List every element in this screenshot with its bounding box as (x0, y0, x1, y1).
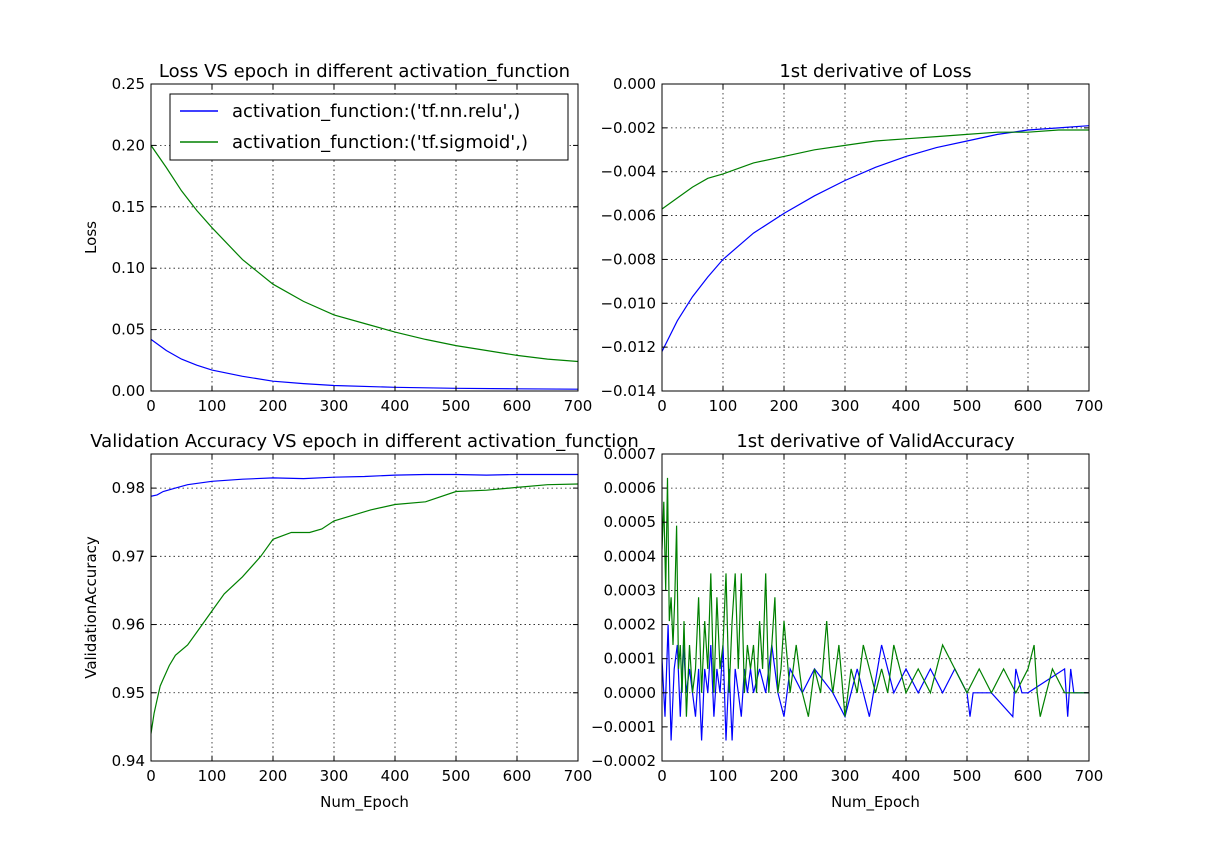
legend-label: activation_function:('tf.sigmoid',) (232, 132, 528, 153)
y-tick-label: 0.0000 (604, 684, 657, 702)
y-tick-label: 0.000 (613, 75, 656, 93)
x-tick-label: 100 (198, 767, 227, 785)
legend-box (169, 93, 569, 161)
x-tick-label: 500 (442, 397, 471, 415)
y-tick-label: 0.0003 (604, 581, 657, 599)
x-tick-label: 400 (892, 767, 921, 785)
x-tick-label: 0 (146, 767, 156, 785)
y-tick-label: 0.96 (112, 616, 145, 634)
axes-frame (661, 453, 1090, 762)
x-tick-label: 700 (1075, 397, 1104, 415)
x-tick-label: 200 (259, 397, 288, 415)
x-tick-label: 400 (381, 397, 410, 415)
panel-title: Validation Accuracy VS epoch in differen… (90, 431, 638, 452)
x-tick-label: 200 (770, 767, 799, 785)
panel-loss: 0 100 200 300 400 500 600 700 0.00 0.05 0.10 0.15 0.… (82, 61, 592, 415)
axes-frame (150, 83, 579, 392)
x-tick-label: 300 (320, 767, 349, 785)
y-tick-label: −0.014 (600, 382, 656, 400)
legend: activation_function:('tf.nn.relu',)activ… (169, 93, 569, 161)
y-tick-label: −0.006 (600, 207, 656, 225)
x-axis-label: Num_Epoch (831, 793, 920, 812)
x-tick-label: 0 (657, 767, 667, 785)
x-tick-label: 600 (503, 397, 532, 415)
series-line-sigmoid (151, 483, 578, 734)
y-tick-label: 0.98 (112, 479, 145, 497)
series-line-relu (151, 473, 578, 497)
x-tick-label: 0 (146, 397, 156, 415)
y-tick-label: −0.004 (600, 163, 656, 181)
y-tick-label: 0.05 (112, 321, 145, 339)
legend-label: activation_function:('tf.nn.relu',) (232, 101, 520, 122)
y-tick-label: 0.0007 (604, 445, 657, 463)
x-tick-label: 300 (831, 397, 860, 415)
x-tick-label: 700 (564, 397, 593, 415)
y-tick-label: 0.0004 (604, 547, 657, 565)
y-tick-label: 0.00 (112, 382, 145, 400)
x-tick-label: 700 (1075, 767, 1104, 785)
x-axis-label: Num_Epoch (320, 793, 409, 812)
x-tick-label: 0 (657, 397, 667, 415)
y-tick-label: −0.010 (600, 294, 656, 312)
y-tick-label: −0.0002 (591, 752, 656, 770)
x-tick-label: 500 (953, 397, 982, 415)
series-line-sigmoid (662, 129, 1089, 210)
y-tick-label: −0.0001 (591, 718, 656, 736)
y-tick-label: 0.0001 (604, 650, 657, 668)
y-tick-label: 0.20 (112, 136, 145, 154)
x-tick-label: 400 (381, 767, 410, 785)
x-tick-label: 500 (953, 767, 982, 785)
x-tick-label: 600 (503, 767, 532, 785)
y-tick-label: 0.25 (112, 75, 145, 93)
y-tick-label: 0.0005 (604, 513, 657, 531)
y-tick-label: −0.012 (600, 338, 656, 356)
y-tick-label: 0.15 (112, 198, 145, 216)
y-tick-label: 0.0002 (604, 616, 657, 634)
x-tick-label: 100 (709, 767, 738, 785)
x-tick-label: 300 (831, 767, 860, 785)
y-tick-label: 0.97 (112, 547, 145, 565)
x-tick-label: 600 (1014, 767, 1043, 785)
panel-title: Loss VS epoch in different activation_fu… (159, 61, 570, 82)
y-tick-label: −0.008 (600, 250, 656, 268)
y-tick-label: −0.002 (600, 119, 656, 137)
y-tick-label: 0.10 (112, 259, 145, 277)
y-tick-label: 0.0006 (604, 479, 657, 497)
x-tick-label: 400 (892, 397, 921, 415)
series-line-relu (151, 338, 578, 390)
panel-title: 1st derivative of Loss (779, 61, 971, 82)
x-tick-label: 100 (709, 397, 738, 415)
x-tick-label: 600 (1014, 397, 1043, 415)
series-line-relu (662, 125, 1089, 352)
panel-dloss: 0 100 200 300 400 500 600 700 −0.014 −0.012 −0.010… (600, 61, 1103, 415)
y-axis-label: Loss (82, 221, 100, 254)
series-line-relu (662, 624, 1089, 741)
axes-frame (150, 453, 579, 762)
series-line-sigmoid (662, 477, 1089, 717)
x-tick-label: 300 (320, 397, 349, 415)
x-tick-label: 500 (442, 767, 471, 785)
x-tick-label: 200 (259, 767, 288, 785)
x-tick-label: 100 (198, 397, 227, 415)
panel-acc: 0 100 200 300 400 500 600 700 0.94 0.95 0.96 0.97 0.… (82, 431, 639, 812)
series-line-sigmoid (151, 145, 578, 363)
panel-dacc: 0 100 200 300 400 500 600 700 −0.0002 −0.0001 0.00… (591, 431, 1103, 812)
x-tick-label: 200 (770, 397, 799, 415)
panel-title: 1st derivative of ValidAccuracy (736, 431, 1015, 452)
x-tick-label: 700 (564, 767, 593, 785)
y-tick-label: 0.94 (112, 752, 145, 770)
y-axis-label: ValidationAccuracy (82, 536, 100, 679)
axes-frame (661, 83, 1090, 392)
y-tick-label: 0.95 (112, 684, 145, 702)
